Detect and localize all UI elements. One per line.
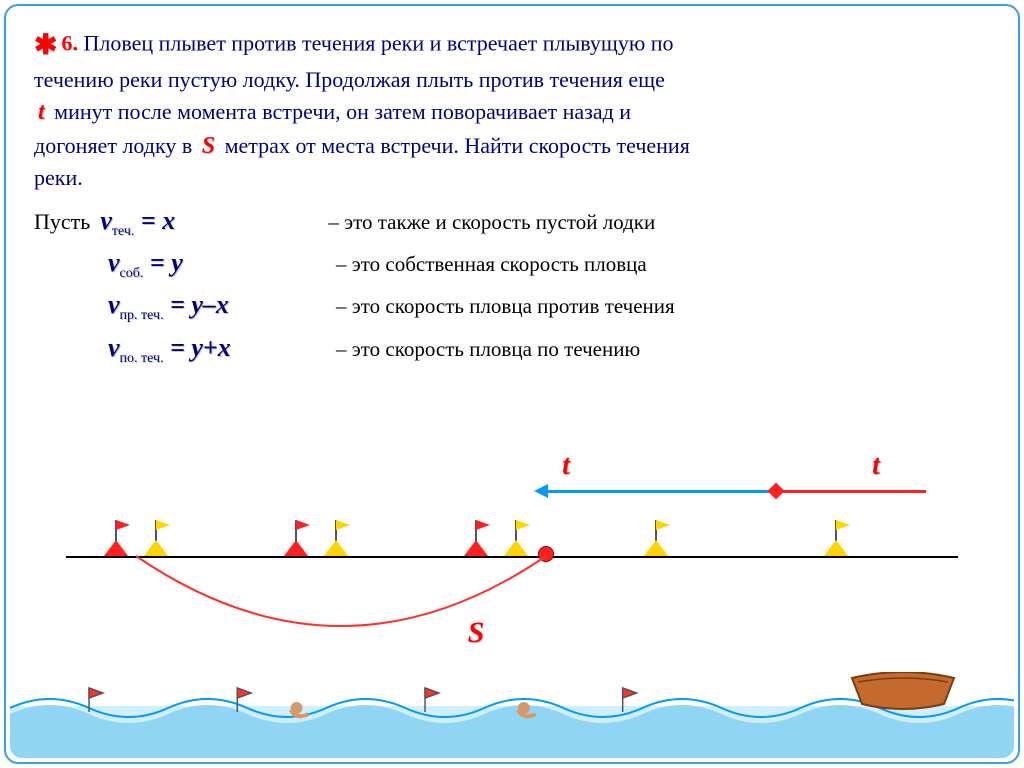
formula-1: vтеч. = x <box>100 206 320 240</box>
problem-number: 6. <box>61 31 78 56</box>
t-label-1: t <box>562 450 570 482</box>
s-label: S <box>468 616 485 650</box>
variable-t: t <box>38 99 45 125</box>
problem-text: ✱6. Пловец плывет против течения реки и … <box>34 26 990 194</box>
flag-red-1 <box>104 520 128 556</box>
blue-arrow <box>546 490 776 493</box>
flag-yellow-1 <box>144 520 168 556</box>
flag-yellow-3 <box>504 520 528 556</box>
explain-3: – это скорость пловца против течения <box>336 294 675 319</box>
let-word: Пусть <box>34 209 90 235</box>
diagram: t t S <box>6 466 1018 676</box>
flag-yellow-5 <box>824 520 848 556</box>
problem-line4a: догоняет лодку в <box>34 133 192 158</box>
solution-block: Пусть vтеч. = x – это также и скорость п… <box>34 206 990 367</box>
formula-4: vпо. теч. = y+x <box>108 333 328 367</box>
star-icon: ✱ <box>34 30 57 61</box>
flag-yellow-4 <box>644 520 668 556</box>
t-label-2: t <box>872 450 880 482</box>
formula-3: vпр. теч. = y–x <box>108 290 328 324</box>
formula-2: vсоб. = y <box>108 248 328 282</box>
explain-1: – это также и скорость пустой лодки <box>328 210 655 235</box>
problem-line5: реки. <box>34 165 83 190</box>
problem-line2: течению реки пустую лодку. Продолжая плы… <box>34 67 665 92</box>
problem-line4b: метрах от места встречи. Найти скорость … <box>225 133 690 158</box>
problem-line3b: минут после момента встречи, он затем по… <box>54 99 631 124</box>
problem-line1a: Пловец плывет против течения реки и встр… <box>83 31 673 56</box>
boat-icon <box>848 672 958 710</box>
flag-yellow-2 <box>324 520 348 556</box>
red-diamond <box>768 483 785 500</box>
distance-curve <box>66 556 966 646</box>
flag-red-2 <box>284 520 308 556</box>
red-segment <box>776 490 926 493</box>
variable-s: S <box>202 133 215 159</box>
explain-4: – это скорость пловца по течению <box>336 337 640 362</box>
explain-2: – это собственная скорость пловца <box>336 252 647 277</box>
flag-red-3 <box>464 520 488 556</box>
